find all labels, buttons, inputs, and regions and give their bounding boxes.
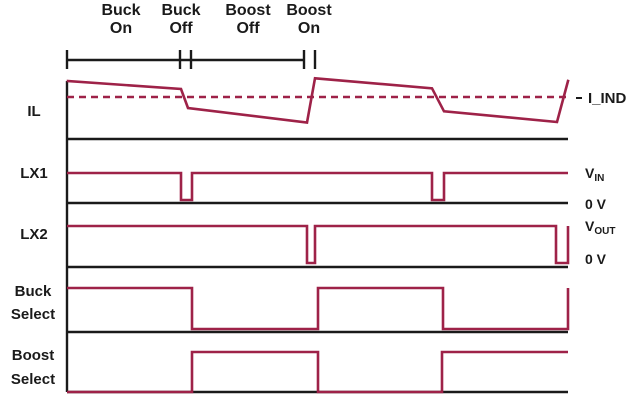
svg-text:Boost: Boost <box>12 347 55 364</box>
svg-text:Select: Select <box>11 371 55 388</box>
svg-text:LX2: LX2 <box>20 226 48 243</box>
svg-text:Off: Off <box>169 20 193 37</box>
svg-text:IL: IL <box>27 103 40 120</box>
svg-text:0 V: 0 V <box>585 196 607 212</box>
svg-text:LX1: LX1 <box>20 165 48 182</box>
svg-text:Off: Off <box>236 20 260 37</box>
svg-text:Buck: Buck <box>161 2 200 19</box>
svg-text:0 V: 0 V <box>585 251 607 267</box>
svg-text:On: On <box>298 20 320 37</box>
svg-text:Select: Select <box>11 306 55 323</box>
svg-text:On: On <box>110 20 132 37</box>
svg-text:Buck: Buck <box>15 283 52 300</box>
svg-text:Boost: Boost <box>225 2 271 19</box>
svg-text:Boost: Boost <box>286 2 332 19</box>
svg-text:I_IND: I_IND <box>588 90 627 107</box>
svg-text:Buck: Buck <box>101 2 140 19</box>
